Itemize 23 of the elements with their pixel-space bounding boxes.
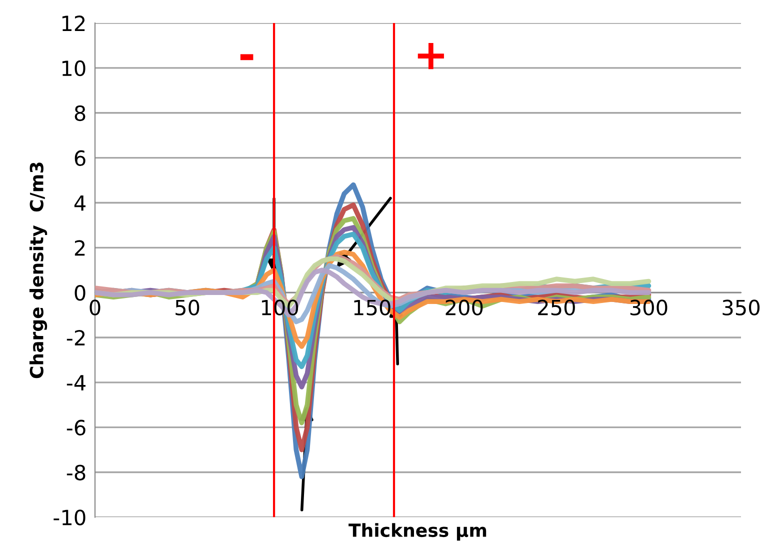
y-tick-label: -6 — [66, 420, 86, 436]
x-tick-label: 50 — [176, 300, 200, 316]
y-tick-label: -4 — [66, 375, 86, 390]
y-tick-label: 4 — [74, 195, 86, 211]
annotation: + — [418, 43, 444, 70]
y-tick-label: 6 — [74, 150, 86, 166]
x-axis-title: Thickness µm — [348, 523, 486, 541]
y-tick-label: 2 — [74, 240, 85, 256]
y-tick-label: 10 — [62, 60, 86, 76]
x-tick-label: 0 — [90, 300, 100, 316]
x-tick-label: 350 — [722, 300, 760, 316]
y-tick-label: -10 — [54, 510, 86, 526]
x-tick-label: 200 — [446, 300, 483, 316]
y-axis-title: Charge density C/m3 — [29, 162, 48, 378]
y-tick-label: 0 — [74, 285, 86, 301]
annotation: - — [240, 54, 254, 60]
x-tick-label: 250 — [538, 300, 575, 316]
y-tick-label: 12 — [62, 16, 85, 31]
y-tick-label: -2 — [66, 330, 85, 346]
x-tick-label: 300 — [630, 300, 668, 316]
y-tick-label: 8 — [74, 105, 86, 122]
y-tick-label: -8 — [66, 464, 86, 480]
x-tick-label: 150 — [354, 300, 390, 316]
